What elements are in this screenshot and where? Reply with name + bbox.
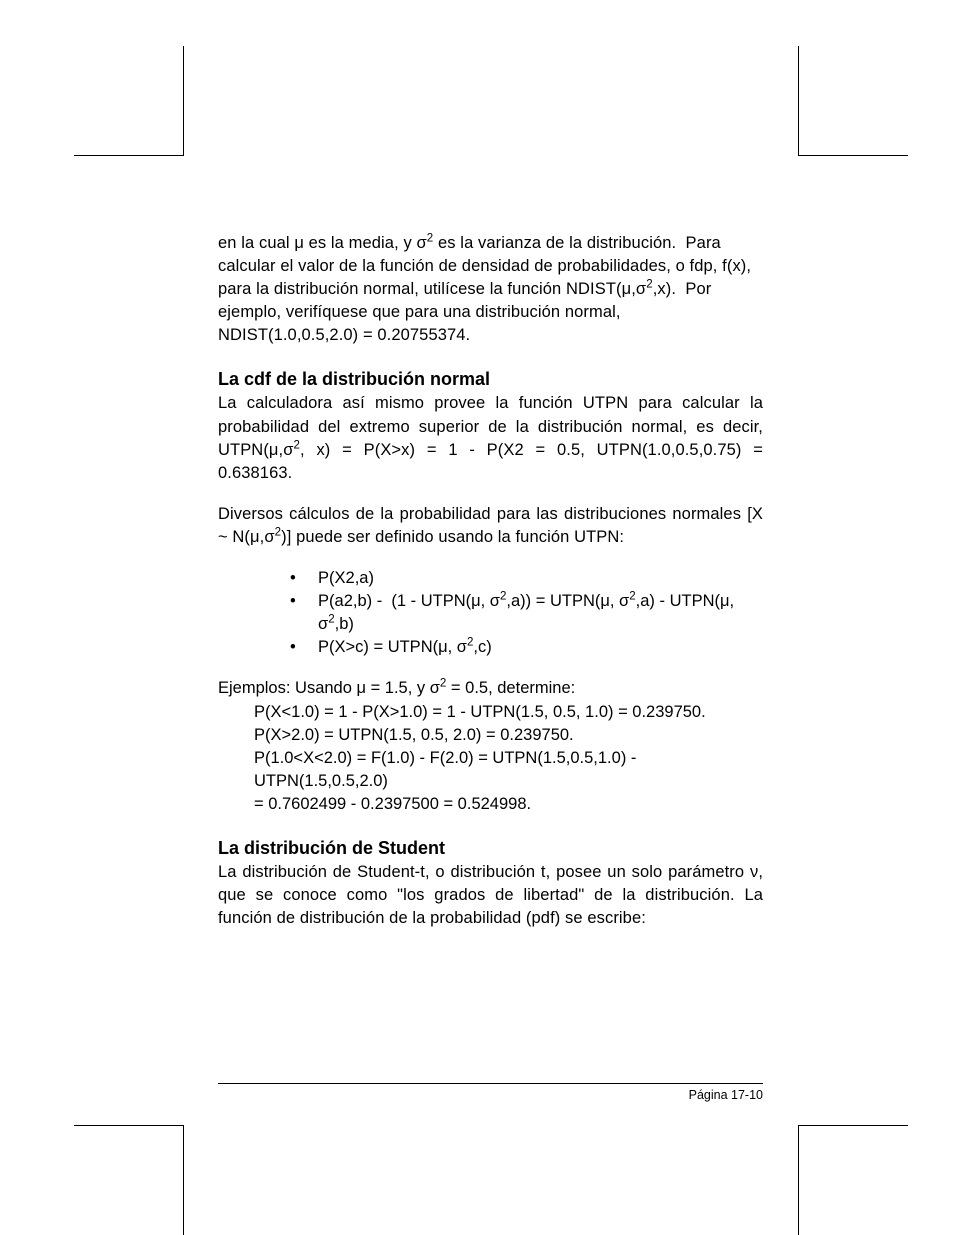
section-heading-cdf: La cdf de la distribución normal: [218, 369, 763, 390]
crop-mark: [74, 1125, 184, 1126]
crop-mark: [183, 1125, 184, 1235]
page-number: Página 17-10: [689, 1088, 763, 1102]
crop-mark: [798, 155, 908, 156]
section-heading-student: La distribución de Student: [218, 838, 763, 859]
crop-mark: [798, 1125, 908, 1126]
examples-block: Ejemplos: Usando μ = 1.5, y σ2 = 0.5, de…: [218, 677, 763, 816]
section2-paragraph-1: La distribución de Student-t, o distribu…: [218, 861, 763, 930]
example-line: P(1.0<X<2.0) = F(1.0) - F(2.0) = UTPN(1.…: [218, 747, 763, 793]
example-line: = 0.7602499 - 0.2397500 = 0.524998.: [218, 793, 763, 816]
section1-paragraph-1: La calculadora así mismo provee la funci…: [218, 392, 763, 484]
utpn-bullet-list: P(X2,a) P(a2,b) - (1 - UTPN(μ, σ2,a)) = …: [218, 567, 763, 659]
crop-mark: [183, 46, 184, 156]
list-item: P(X2,a): [290, 567, 763, 590]
intro-paragraph: en la cual μ es la media, y σ2 es la var…: [218, 232, 763, 347]
crop-mark: [798, 46, 799, 156]
page: en la cual μ es la media, y σ2 es la var…: [0, 0, 954, 1235]
page-footer: Página 17-10: [218, 1083, 763, 1102]
section1-paragraph-2: Diversos cálculos de la probabilidad par…: [218, 503, 763, 549]
example-line: P(X<1.0) = 1 - P(X>1.0) = 1 - UTPN(1.5, …: [218, 701, 763, 724]
content-area: en la cual μ es la media, y σ2 es la var…: [218, 232, 763, 948]
list-item: P(a2,b) - (1 - UTPN(μ, σ2,a)) = UTPN(μ, …: [290, 590, 763, 636]
list-item: P(X>c) = UTPN(μ, σ2,c): [290, 636, 763, 659]
example-line: P(X>2.0) = UTPN(1.5, 0.5, 2.0) = 0.23975…: [218, 724, 763, 747]
examples-intro: Ejemplos: Usando μ = 1.5, y σ2 = 0.5, de…: [218, 677, 763, 700]
crop-mark: [74, 155, 184, 156]
crop-mark: [798, 1125, 799, 1235]
